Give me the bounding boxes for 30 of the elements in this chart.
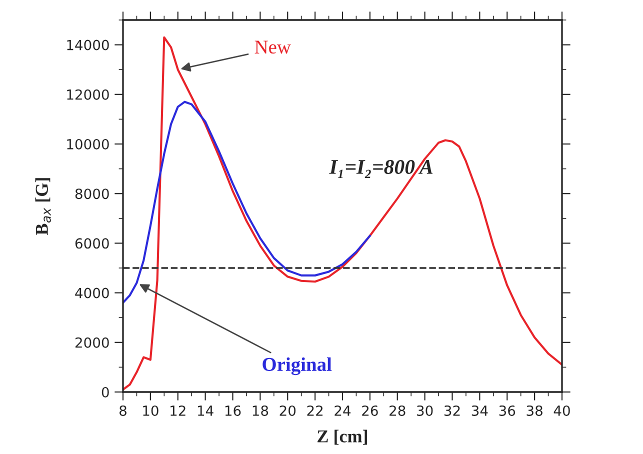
x-tick-label: 28 [390,405,406,416]
x-tick-label: 40 [554,405,570,416]
x-tick-label: 36 [499,405,516,416]
x-tick-label: 14 [198,406,214,416]
y-tick-label: 8000 [75,188,109,200]
x-tick-label: 12 [170,405,186,416]
x-tick-label: 24 [334,405,351,416]
y-tick-label: 0 [102,386,109,398]
y-tick-label: 10000 [67,138,109,150]
x-axis-title: Z [cm] [318,430,367,445]
y-tick-label: 4000 [75,288,109,298]
x-tick-label: 26 [362,405,378,416]
x-tick-label: 10 [143,405,158,416]
x-tick-label: 8 [120,405,126,416]
x-tick-label: 16 [225,405,241,416]
x-tick-label: 30 [417,405,433,416]
y-tick-label: 6000 [75,238,109,249]
y-tick-label: 14000 [67,40,109,50]
x-tick-label: 22 [307,405,323,416]
x-tick-label: 20 [280,405,296,416]
text: Original [262,357,332,376]
y-axis-title: B$_{ax}$ [G] [35,178,51,236]
annotation: I₁=I₂=800 A [329,160,433,178]
text: New [254,40,291,54]
x-tick-label: 32 [444,405,460,416]
y-tick-label: 12000 [67,89,109,100]
y-tick-label: 2000 [75,337,109,348]
x-tick-label: 38 [526,405,542,416]
x-tick-label: 18 [252,405,268,416]
x-tick-label: 34 [472,405,488,416]
